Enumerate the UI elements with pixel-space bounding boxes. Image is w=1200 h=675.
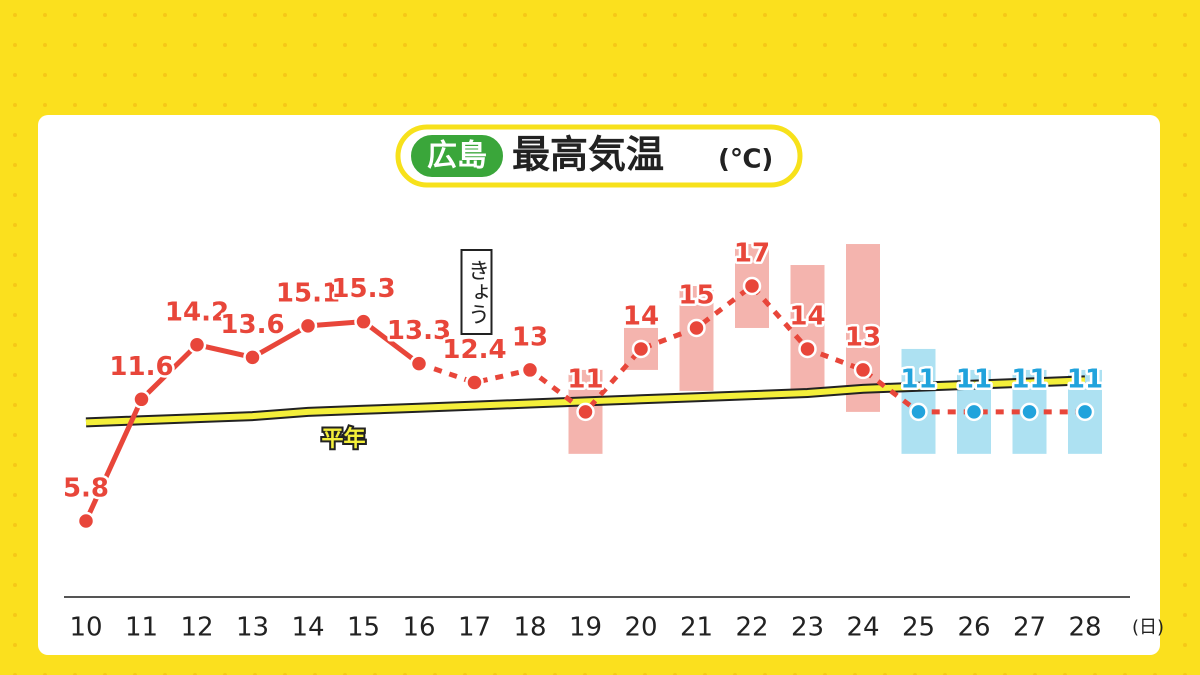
place: 広島 <box>427 139 487 174</box>
data-label: 13 <box>512 322 548 352</box>
data-point <box>964 402 984 422</box>
today-box <box>460 249 493 335</box>
x-tick-label: 28 <box>1068 613 1101 643</box>
x-tick-label: 26 <box>957 613 990 643</box>
x-tick-label: 23 <box>791 613 824 643</box>
data-point <box>798 339 817 359</box>
x-tick-label: 25 <box>902 613 935 643</box>
x-tick-label: 13 <box>236 613 269 643</box>
place-badge <box>409 133 505 179</box>
x-tick-label: 22 <box>735 613 768 643</box>
data-label: 14.2 <box>165 297 229 327</box>
x-tick-label: 11 <box>125 613 158 643</box>
data-point <box>853 360 873 380</box>
data-label: 12.4 <box>442 335 506 365</box>
normal-label: 平年 <box>321 426 365 452</box>
data-point <box>465 373 484 392</box>
x-unit: (日) <box>1132 617 1164 638</box>
data-point <box>742 276 762 296</box>
data-point <box>298 316 318 336</box>
data-label: 11 <box>900 364 936 394</box>
data-label: 15.3 <box>331 274 395 304</box>
data-label: 13 <box>845 322 881 352</box>
x-tick-label: 10 <box>69 613 102 643</box>
data-point <box>132 390 151 409</box>
x-tick-label: 15 <box>347 613 380 643</box>
data-label: 11 <box>1011 364 1047 394</box>
x-tick-label: 18 <box>513 613 546 643</box>
x-tick-label: 17 <box>458 613 491 643</box>
data-label: 17 <box>734 239 770 269</box>
x-tick-label: 19 <box>569 613 602 643</box>
x-tick-label: 27 <box>1013 613 1046 643</box>
data-label: 5.8 <box>63 474 109 504</box>
x-tick-label: 12 <box>180 613 213 643</box>
data-point <box>76 511 96 531</box>
forecast-range <box>790 265 825 391</box>
data-label: 14 <box>789 301 825 331</box>
data-point <box>1075 402 1095 422</box>
forecast-range <box>679 286 714 391</box>
data-point <box>687 318 706 338</box>
x-tick-label: 16 <box>402 613 435 643</box>
x-tick-label: 14 <box>291 613 324 643</box>
data-label: 11 <box>1067 364 1103 394</box>
unit: (℃) <box>718 145 773 175</box>
data-label: 15 <box>678 280 714 310</box>
data-label: 14 <box>623 301 659 331</box>
data-label: 11 <box>956 364 992 394</box>
data-point <box>909 402 928 422</box>
data-label: 11.6 <box>109 352 173 382</box>
data-point <box>1020 402 1039 422</box>
data-point <box>520 360 540 380</box>
data-point <box>243 348 262 367</box>
data-point <box>354 312 373 331</box>
data-label: 15.1 <box>276 278 340 308</box>
data-label: 11 <box>567 364 603 394</box>
data-point <box>187 335 207 354</box>
today-label: きょう <box>464 259 489 325</box>
data-point <box>409 354 429 373</box>
x-tick-label: 20 <box>624 613 657 643</box>
data-label: 13.6 <box>220 310 284 340</box>
data-label: 13.3 <box>387 316 451 346</box>
data-point <box>576 402 595 422</box>
chart-title: 最高気温 <box>512 133 664 177</box>
x-tick-label: 21 <box>680 613 713 643</box>
data-point <box>631 339 651 359</box>
normal-line <box>85 377 1086 426</box>
x-tick-label: 24 <box>846 613 879 643</box>
